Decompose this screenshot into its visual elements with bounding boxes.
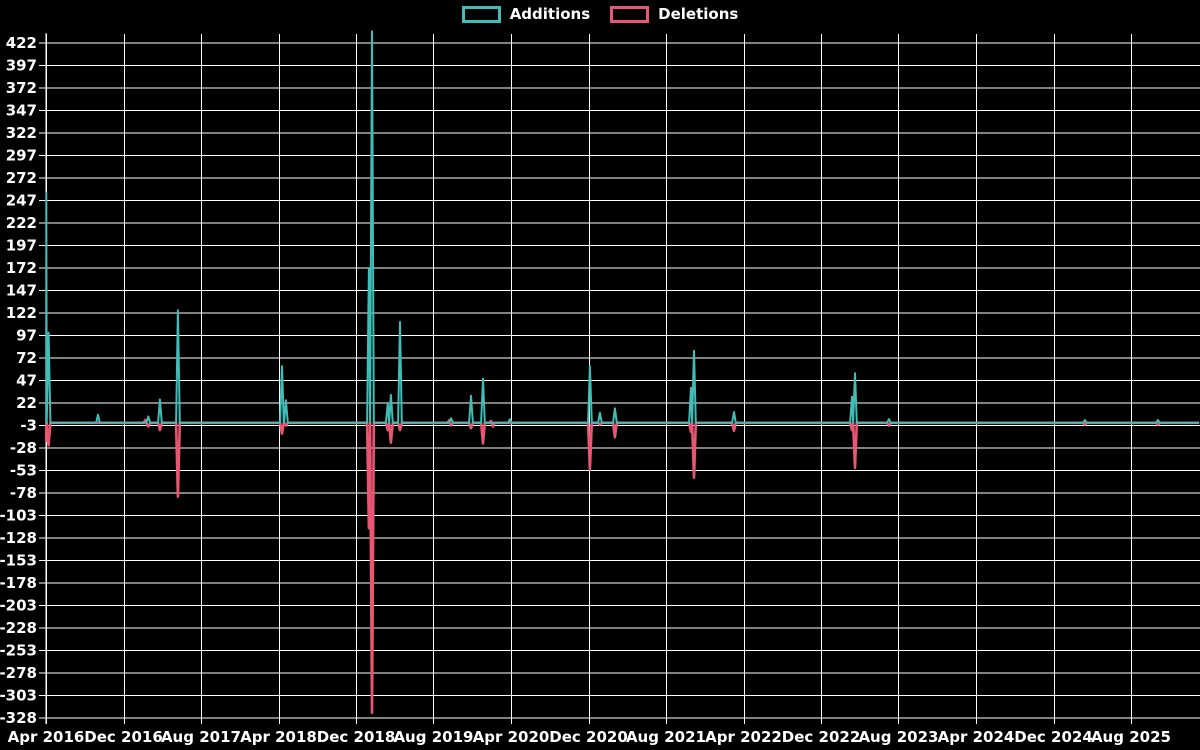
legend-swatch-additions	[461, 6, 501, 23]
x-tick-label: Dec 2016	[84, 728, 163, 746]
y-axis-labels: 422 397 372 347 322 297 272 247 222 197 172 147 122 9…	[0, 34, 37, 727]
y-tick-label: -228	[0, 619, 37, 637]
y-tick-label: -328	[0, 709, 37, 727]
gridlines	[39, 34, 1200, 724]
y-tick-label: 247	[6, 192, 37, 210]
y-tick-label: 172	[6, 259, 37, 277]
y-tick-label: 347	[6, 102, 37, 120]
x-tick-label: Dec 2024	[1014, 728, 1093, 746]
legend-swatch-deletions	[610, 6, 650, 23]
y-tick-label: 297	[6, 147, 37, 165]
y-tick-label: 122	[6, 304, 37, 322]
y-tick-label: 372	[6, 79, 37, 97]
y-tick-label: 222	[6, 214, 37, 232]
y-tick-label: -203	[0, 597, 37, 615]
y-tick-label: -303	[0, 687, 37, 705]
legend-item-deletions[interactable]: Deletions	[610, 6, 738, 23]
y-tick-label: 322	[6, 124, 37, 142]
x-tick-label: Apr 2024	[938, 728, 1015, 746]
y-tick-label: 147	[6, 282, 37, 300]
y-tick-label: -3	[20, 417, 37, 435]
y-tick-label: 22	[16, 394, 37, 412]
y-tick-label: 272	[6, 169, 37, 187]
x-tick-label: Dec 2018	[317, 728, 396, 746]
x-tick-label: Dec 2022	[782, 728, 861, 746]
x-tick-label: Apr 2020	[473, 728, 550, 746]
y-tick-label: -28	[10, 439, 37, 457]
y-tick-label: 397	[6, 57, 37, 75]
y-tick-label: -178	[0, 574, 37, 592]
y-tick-label: -278	[0, 664, 37, 682]
x-tick-label: Apr 2022	[705, 728, 782, 746]
x-tick-label: Aug 2017	[161, 728, 241, 746]
deletions-line	[44, 418, 1200, 714]
x-tick-label: Aug 2019	[393, 728, 473, 746]
x-tick-label: Aug 2023	[858, 728, 938, 746]
x-tick-label: Dec 2020	[549, 728, 628, 746]
y-tick-label: -153	[0, 552, 37, 570]
y-tick-label: 422	[6, 34, 37, 52]
legend-label-deletions: Deletions	[658, 5, 739, 23]
legend-label-additions: Additions	[509, 5, 591, 23]
x-tick-label: Aug 2025	[1091, 728, 1171, 746]
y-tick-label: 47	[16, 372, 37, 390]
y-tick-label: -128	[0, 529, 37, 547]
additions-line	[45, 30, 1200, 424]
y-tick-label: -78	[10, 484, 37, 502]
x-tick-label: Apr 2018	[240, 728, 317, 746]
y-tick-label: 197	[6, 237, 37, 255]
y-tick-label: -253	[0, 642, 37, 660]
x-tick-label: Aug 2021	[626, 728, 706, 746]
x-tick-label: Apr 2016	[8, 728, 85, 746]
y-tick-label: 72	[16, 349, 37, 367]
y-tick-label: 97	[16, 327, 37, 345]
chart-legend: Additions Deletions	[0, 6, 1200, 23]
legend-item-additions[interactable]: Additions	[461, 5, 591, 23]
y-tick-label: -103	[0, 507, 37, 525]
y-tick-label: -53	[10, 462, 37, 480]
